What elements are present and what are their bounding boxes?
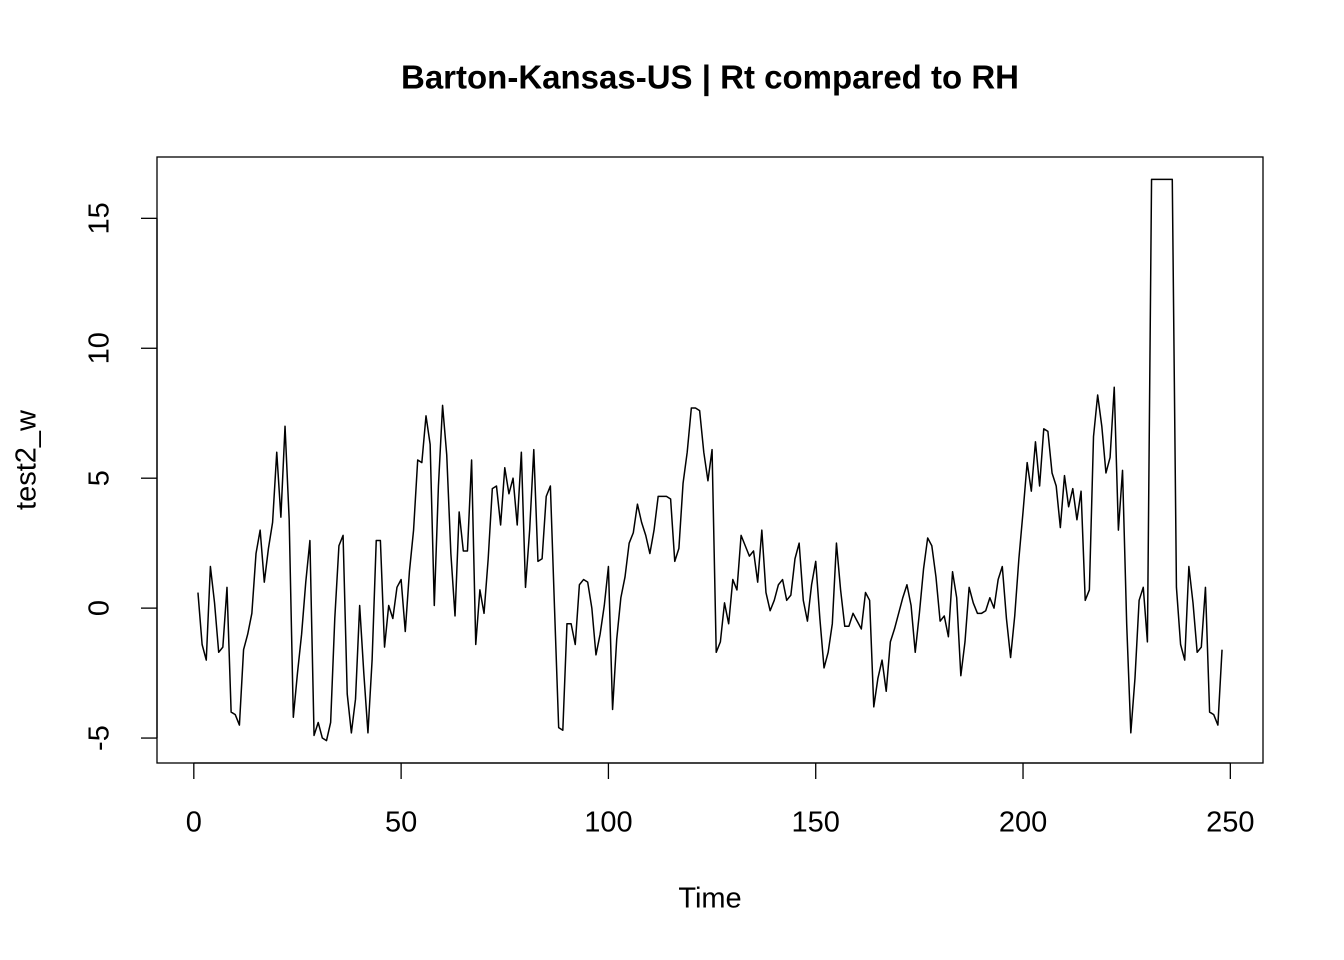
x-tick-label: 150: [792, 807, 840, 839]
x-tick-label: 100: [584, 807, 632, 839]
x-tick-label: 50: [385, 807, 417, 839]
x-tick-label: 250: [1206, 807, 1254, 839]
x-tick-label: 200: [999, 807, 1047, 839]
x-tick-label: 0: [186, 807, 202, 839]
y-tick-label: 5: [84, 470, 116, 486]
y-tick-label: 0: [84, 600, 116, 616]
y-tick-label: -5: [84, 725, 116, 751]
chart-title: Barton-Kansas-US | Rt compared to RH: [401, 59, 1019, 96]
y-tick-label: 10: [84, 332, 116, 364]
y-tick-label: 15: [84, 202, 116, 234]
y-axis-label: test2_w: [11, 409, 43, 510]
x-axis-label: Time: [678, 883, 741, 915]
data-line: [197, 178, 1223, 742]
